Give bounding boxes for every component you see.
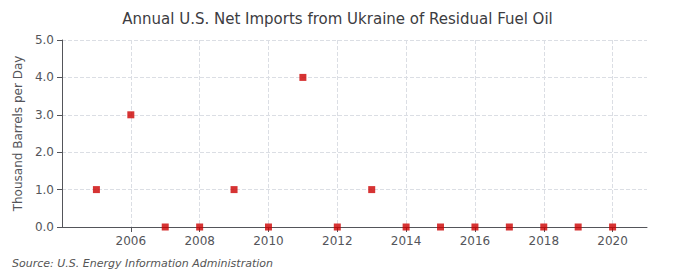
svg-text:2008: 2008 (184, 234, 215, 248)
svg-text:2018: 2018 (528, 234, 559, 248)
svg-text:2014: 2014 (391, 234, 422, 248)
svg-text:0.0: 0.0 (35, 220, 54, 234)
svg-text:2016: 2016 (460, 234, 491, 248)
svg-text:Annual U.S. Net Imports from U: Annual U.S. Net Imports from Ukraine of … (122, 10, 553, 28)
svg-text:Source: U.S. Energy Informatio: Source: U.S. Energy Information Administ… (12, 257, 273, 270)
svg-text:2010: 2010 (253, 234, 284, 248)
svg-text:2006: 2006 (116, 234, 147, 248)
svg-text:2020: 2020 (597, 234, 628, 248)
svg-text:Thousand Barrels per Day: Thousand Barrels per Day (11, 56, 25, 213)
svg-text:1.0: 1.0 (35, 183, 54, 197)
svg-text:3.0: 3.0 (35, 108, 54, 122)
svg-text:4.0: 4.0 (35, 70, 54, 84)
svg-text:2.0: 2.0 (35, 145, 54, 159)
svg-text:2012: 2012 (322, 234, 353, 248)
svg-text:5.0: 5.0 (35, 33, 54, 47)
